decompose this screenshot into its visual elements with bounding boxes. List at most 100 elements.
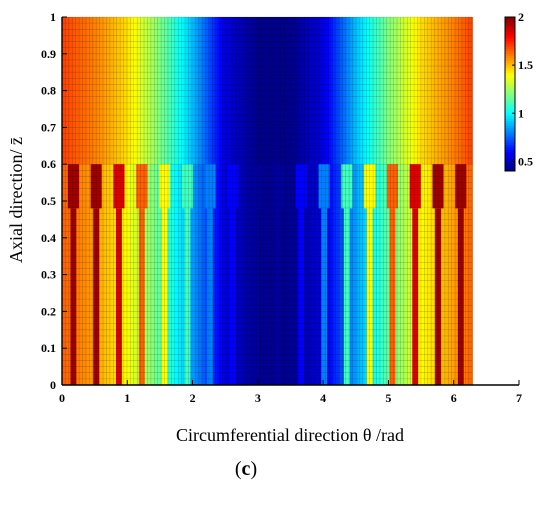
groove-stem <box>435 208 441 385</box>
heatmap-cell-upper <box>73 17 77 165</box>
colorbar-swatch <box>505 125 515 129</box>
colorbar-swatch <box>505 38 515 42</box>
colorbar-swatch <box>505 48 515 52</box>
heatmap-cell-upper <box>162 17 166 165</box>
heatmap-cell-upper <box>442 17 446 165</box>
heatmap-cell-lower <box>422 164 425 385</box>
heatmap-cell-upper <box>153 17 157 165</box>
heatmap-cell-lower <box>337 164 341 385</box>
heatmap-cell-upper <box>387 17 391 165</box>
heatmap-cell-upper <box>390 17 394 165</box>
heatmap-cell-upper <box>317 17 321 165</box>
groove-stem <box>70 208 77 385</box>
heatmap-cell-upper <box>381 17 384 165</box>
heatmap-cell-upper <box>175 17 179 165</box>
heatmap-cell-upper <box>144 17 147 165</box>
heatmap-cell-lower <box>125 164 129 385</box>
heatmap-cell-upper <box>285 17 289 165</box>
heatmap-cell-lower <box>399 164 403 385</box>
heatmap-cell-upper <box>308 17 312 165</box>
heatmap-cell-upper <box>230 17 234 165</box>
x-axis-ticks: 0 1 2 3 4 5 6 7 <box>59 380 522 405</box>
colorbar-swatch <box>505 84 515 88</box>
groove-head <box>159 164 171 209</box>
colorbar-swatch <box>505 96 515 100</box>
heatmap-cell-upper <box>185 17 188 165</box>
heatmap-cell-upper <box>335 17 339 165</box>
heatmap-cell-upper <box>319 17 323 165</box>
heatmap-cell-upper <box>394 17 398 165</box>
heatmap-cell-lower <box>424 164 428 385</box>
heatmap-cell-lower <box>203 164 207 385</box>
groove-stem <box>366 208 373 385</box>
colorbar-swatch <box>505 21 515 25</box>
heatmap-cell-lower <box>453 164 457 385</box>
heatmap-cell-upper <box>267 17 270 165</box>
heatmap-cell-lower <box>271 164 275 385</box>
heatmap-cell-upper <box>253 17 257 165</box>
heatmap-cell-upper <box>262 17 266 165</box>
heatmap-cell-upper <box>353 17 357 165</box>
heatmap-cell-upper <box>349 17 353 165</box>
heatmap-cell-lower <box>66 164 70 385</box>
heatmap-cell-lower <box>137 164 141 385</box>
heatmap-cell-lower <box>212 164 216 385</box>
heatmap-cell-lower <box>385 164 389 385</box>
heatmap-cell-upper <box>242 17 245 165</box>
grid-lines <box>61 16 473 386</box>
heatmap-cell-upper <box>428 17 432 165</box>
heatmap-cell-upper <box>269 17 273 165</box>
colorbar-swatch <box>505 72 515 76</box>
colorbar-swatch <box>505 154 515 158</box>
heatmap-cell-upper <box>465 17 469 165</box>
plot-area <box>62 17 473 385</box>
heatmap-cell-upper <box>182 17 186 165</box>
y-tick-label: 0.8 <box>41 84 56 98</box>
heatmap-cell-lower <box>68 164 72 385</box>
heatmap-cell-upper <box>355 17 359 165</box>
heatmap-cell-upper <box>155 17 159 165</box>
x-tick-label: 6 <box>451 391 457 405</box>
heatmap-cell-upper <box>301 17 305 165</box>
heatmap-cell-upper <box>84 17 88 165</box>
groove-head <box>136 164 148 209</box>
colorbar-swatch <box>505 156 515 160</box>
heatmap-cell-upper <box>96 17 100 165</box>
heatmap-cell-upper <box>178 17 182 165</box>
groove-head <box>386 164 398 209</box>
heatmap-cell-upper <box>159 17 163 165</box>
heatmap-cell-upper <box>378 17 382 165</box>
colorbar-swatch <box>505 115 515 119</box>
colorbar-swatch <box>505 149 515 153</box>
heatmap-cell-lower <box>294 164 298 385</box>
colorbar-swatch <box>505 50 515 54</box>
y-tick-label: 0.1 <box>41 341 56 355</box>
y-tick-label: 0.7 <box>41 120 56 134</box>
heatmap-cell-upper <box>116 17 120 165</box>
groove-head <box>272 164 285 209</box>
heatmap-cell-upper <box>358 17 362 165</box>
heatmap-cell-lower <box>319 164 323 385</box>
heatmap-cell-lower <box>257 164 261 385</box>
heatmap-cell-upper <box>367 17 371 165</box>
colorbar-swatch <box>505 161 515 165</box>
heatmap-cell-upper <box>212 17 216 165</box>
heatmap-cell-lower <box>444 164 448 385</box>
heatmap-cell-lower <box>469 164 473 385</box>
heatmap-cell-upper <box>280 17 284 165</box>
groove-stem <box>343 208 350 385</box>
x-tick-label: 1 <box>124 391 130 405</box>
groove-head <box>364 164 376 209</box>
heatmap-cell-lower <box>260 164 264 385</box>
heatmap-cell-upper <box>146 17 150 165</box>
heatmap-cell-upper <box>310 17 314 165</box>
heatmap-cell-upper <box>180 17 184 165</box>
heatmap-cell-lower <box>264 164 268 385</box>
heatmap-cell-upper <box>118 17 122 165</box>
heatmap-cell-lower <box>189 164 193 385</box>
heatmap-cell-upper <box>248 17 252 165</box>
groove-head <box>67 164 79 209</box>
heatmap-cell-upper <box>187 17 191 165</box>
heatmap-cell-lower <box>353 164 357 385</box>
